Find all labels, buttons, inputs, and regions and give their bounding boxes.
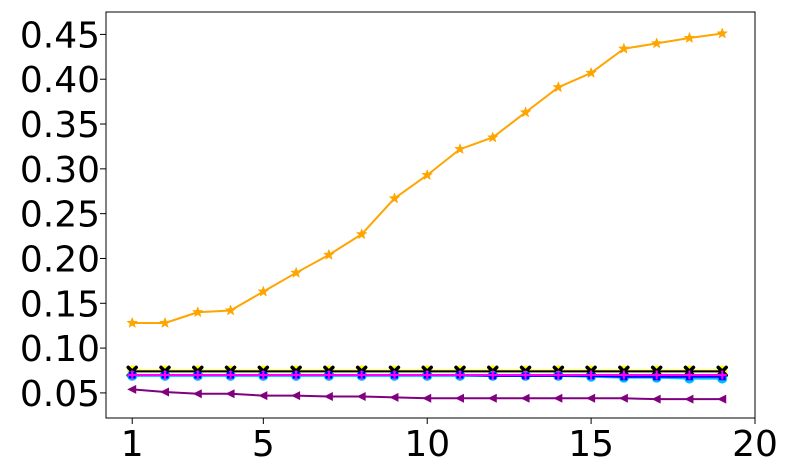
data-point (388, 192, 401, 204)
data-point (552, 81, 565, 93)
series-5 (127, 370, 727, 380)
data-point (160, 370, 170, 380)
data-point (716, 27, 729, 39)
data-point (650, 37, 663, 49)
data-point (193, 370, 203, 380)
y-axis: 0.050.100.150.200.250.300.350.400.45 (20, 15, 106, 415)
data-point (619, 370, 629, 380)
data-point (225, 389, 235, 399)
data-point (521, 370, 531, 380)
data-point (159, 316, 171, 329)
data-point (421, 168, 434, 181)
series-line (132, 32, 723, 324)
data-point (586, 370, 596, 380)
data-point (684, 370, 694, 380)
data-point (389, 370, 399, 380)
y-tick-label: 0.30 (20, 150, 100, 191)
data-point (422, 370, 432, 380)
series-6 (127, 384, 727, 404)
data-point (258, 370, 268, 380)
x-tick-label: 5 (252, 424, 275, 465)
data-point (454, 142, 466, 155)
data-point (455, 370, 465, 380)
data-point (651, 394, 661, 404)
data-point (258, 391, 268, 401)
data-point (160, 387, 169, 397)
data-point (488, 370, 498, 380)
data-point (127, 370, 137, 380)
x-tick-label: 20 (732, 424, 778, 465)
x-axis: 1 5 10 15 20 (121, 418, 778, 465)
data-point (191, 306, 204, 318)
plot-lines (126, 27, 729, 404)
data-point (291, 391, 301, 401)
data-point (683, 31, 696, 44)
data-point (257, 285, 270, 297)
data-point (617, 42, 630, 54)
data-point (486, 131, 499, 143)
data-point (389, 392, 399, 402)
plot-frame (105, 11, 756, 419)
y-tick-label: 0.15 (20, 284, 100, 325)
data-point (553, 370, 563, 380)
data-point (356, 391, 366, 401)
y-tick-label: 0.20 (20, 239, 100, 280)
data-point (520, 393, 530, 403)
y-tick-label: 0.35 (20, 105, 100, 146)
y-tick-label: 0.05 (20, 374, 100, 415)
y-tick-label: 0.40 (20, 60, 100, 101)
data-point (586, 393, 596, 403)
x-tick-label: 1 (121, 424, 144, 465)
data-point (355, 228, 368, 240)
data-point (717, 370, 727, 380)
data-point (323, 391, 333, 401)
data-point (652, 370, 662, 380)
data-point (487, 393, 497, 403)
data-point (324, 370, 334, 380)
series-0 (126, 27, 729, 329)
data-point (226, 370, 236, 380)
data-point (684, 394, 694, 404)
data-point (224, 304, 237, 316)
data-point (290, 266, 303, 278)
data-point (717, 394, 727, 404)
data-point (553, 393, 563, 403)
data-point (322, 248, 335, 260)
x-tick-label: 10 (404, 424, 450, 465)
data-point (192, 389, 202, 399)
y-tick-label: 0.45 (20, 15, 100, 56)
data-point (357, 370, 367, 380)
y-tick-label: 0.10 (20, 329, 100, 370)
data-point (127, 384, 137, 394)
data-point (455, 393, 464, 403)
data-point (422, 393, 432, 403)
data-point (618, 393, 628, 403)
data-point (126, 316, 139, 329)
x-tick-label: 15 (568, 424, 614, 465)
data-point (291, 370, 301, 380)
data-point (519, 106, 532, 118)
data-point (585, 66, 598, 78)
y-tick-label: 0.25 (20, 195, 100, 236)
